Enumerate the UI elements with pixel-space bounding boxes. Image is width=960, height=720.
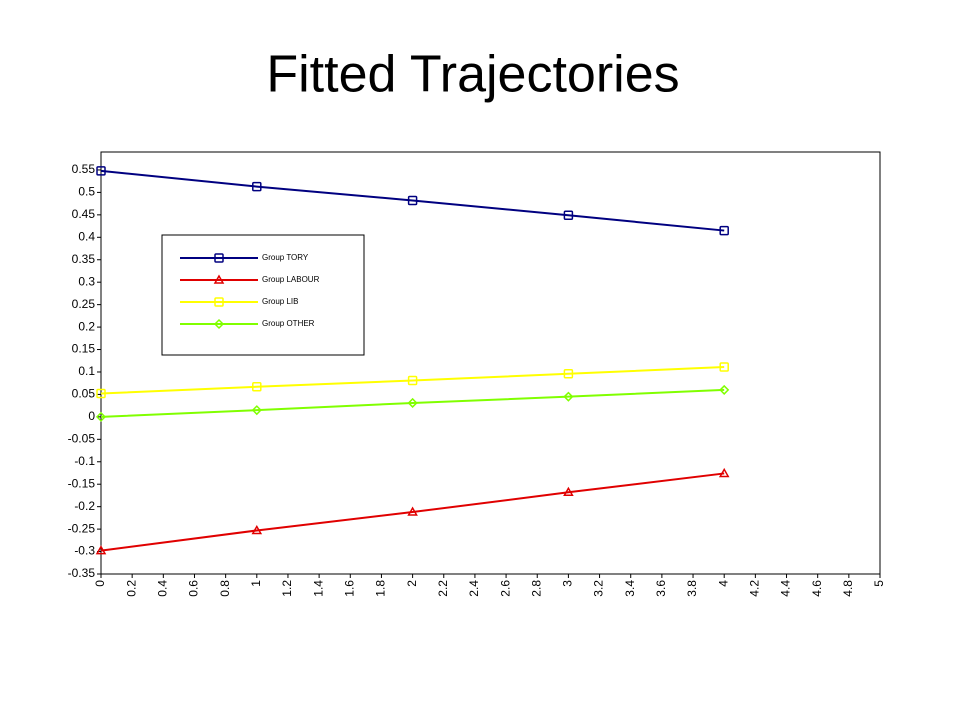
x-tick-label: 1.8 — [374, 580, 388, 597]
data-point — [251, 524, 263, 535]
y-tick-label: -0.25 — [68, 521, 96, 535]
y-tick-label: 0.15 — [72, 342, 96, 356]
x-tick-label: 0.6 — [187, 580, 201, 597]
data-point — [252, 382, 262, 392]
data-point — [407, 397, 418, 409]
data-point — [95, 411, 107, 422]
x-tick-label: 2.4 — [467, 580, 481, 597]
x-tick-label: 2 — [405, 580, 419, 587]
x-tick-label: 3.6 — [654, 580, 668, 597]
y-tick-label: 0.4 — [78, 229, 95, 243]
x-tick-label: 0.2 — [124, 580, 138, 597]
data-point — [96, 388, 106, 399]
data-point — [719, 384, 730, 395]
data-point — [96, 166, 106, 176]
x-tick-label: 3.8 — [685, 580, 699, 597]
y-tick-label: 0 — [88, 409, 95, 423]
y-tick-label: 0.55 — [72, 162, 96, 176]
data-point — [563, 210, 574, 221]
y-tick-label: 0.5 — [78, 185, 95, 199]
x-tick-label: 2.8 — [529, 580, 543, 597]
x-tick-label: 4.6 — [810, 580, 824, 597]
plot-area — [100, 151, 881, 575]
data-point — [407, 506, 418, 516]
data-point — [95, 545, 107, 555]
legend-marker — [214, 253, 224, 263]
x-tick-label: 1.2 — [280, 580, 294, 597]
x-tick-label: 2.2 — [436, 580, 450, 597]
series-line — [100, 169, 725, 232]
legend-box — [161, 234, 365, 356]
y-tick-label: -0.3 — [74, 544, 95, 558]
legend-label: Group LIB — [262, 297, 298, 306]
legend-label: Group TORY — [262, 253, 309, 262]
data-point — [407, 195, 418, 206]
x-tick-label: 3.4 — [623, 580, 637, 597]
y-tick-label: 0.2 — [78, 319, 95, 333]
x-tick-label: 0.8 — [218, 580, 232, 597]
x-tick-label: 4.4 — [779, 580, 793, 597]
legend-label: Group OTHER — [262, 319, 315, 328]
y-tick-label: 0.35 — [72, 252, 96, 266]
y-tick-label: -0.05 — [68, 431, 96, 445]
y-tick-label: 0.1 — [78, 364, 95, 378]
x-tick-label: 1 — [249, 580, 263, 587]
x-tick-label: 4.8 — [841, 580, 855, 597]
series-line — [100, 388, 725, 418]
y-tick-label: -0.15 — [68, 476, 96, 490]
y-tick-label: 0.25 — [72, 297, 96, 311]
y-tick-label: -0.2 — [74, 499, 95, 513]
x-tick-label: 0.4 — [155, 580, 169, 597]
data-point — [719, 362, 729, 372]
y-tick-label: -0.35 — [68, 566, 96, 580]
legend-marker — [213, 318, 225, 330]
y-tick-label: -0.1 — [74, 454, 95, 468]
data-point — [718, 467, 730, 478]
data-point — [563, 391, 574, 402]
data-point — [252, 181, 262, 192]
x-tick-label: 2.6 — [498, 580, 512, 597]
series-line — [100, 472, 725, 552]
x-tick-label: 0 — [93, 580, 107, 587]
data-point — [719, 225, 729, 236]
legend-marker — [213, 274, 225, 284]
chart-title: Fitted Trajectories — [266, 46, 679, 104]
data-point — [251, 405, 262, 416]
data-point — [407, 375, 418, 386]
x-tick-label: 3.2 — [592, 580, 606, 597]
x-tick-label: 4.2 — [748, 580, 762, 597]
x-tick-label: 5 — [872, 580, 886, 587]
x-tick-label: 1.6 — [342, 580, 356, 597]
data-point — [563, 369, 574, 379]
y-tick-label: 0.45 — [72, 207, 96, 221]
x-tick-label: 4 — [716, 580, 730, 587]
legend-marker — [214, 297, 224, 307]
series-line — [100, 366, 725, 395]
x-tick-label: 1.4 — [311, 580, 325, 597]
y-tick-label: 0.05 — [72, 387, 96, 401]
data-point — [563, 486, 574, 497]
legend-label: Group LABOUR — [262, 275, 320, 284]
y-tick-label: 0.3 — [78, 274, 95, 288]
x-tick-label: 3 — [561, 580, 575, 587]
